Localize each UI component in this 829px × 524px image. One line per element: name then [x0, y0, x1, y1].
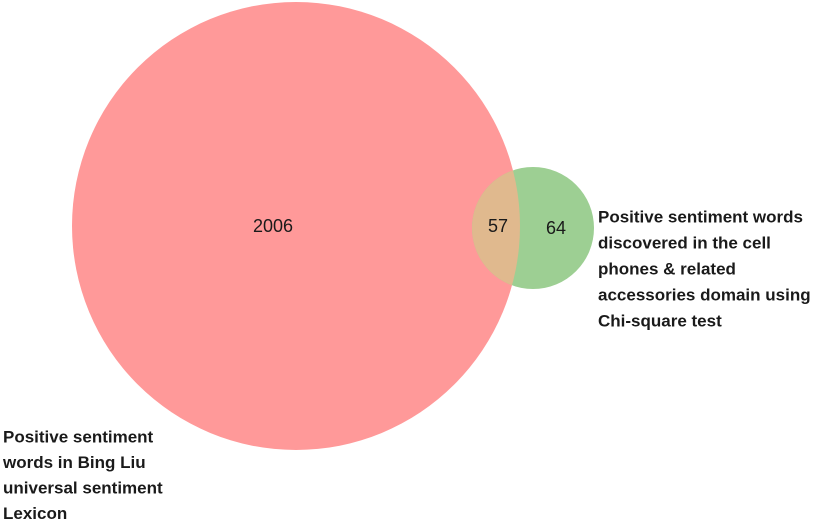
overlap-region: [472, 167, 520, 289]
region-value: 57: [488, 216, 508, 236]
region-value: 2006: [253, 216, 293, 236]
set-label: words in Bing Liu: [2, 453, 146, 472]
set-label: universal sentiment: [3, 478, 163, 497]
set-circle: [72, 2, 520, 450]
set-label: Lexicon: [3, 504, 67, 523]
set-label: Positive sentiment: [3, 427, 154, 446]
region-value: 64: [546, 218, 566, 238]
set-label: discovered in the cell: [598, 233, 771, 252]
set-label: Chi-square test: [598, 311, 722, 330]
set-label: Positive sentiment words: [598, 207, 803, 226]
set-label: accessories domain using: [598, 285, 811, 304]
set-label: phones & related: [598, 259, 736, 278]
